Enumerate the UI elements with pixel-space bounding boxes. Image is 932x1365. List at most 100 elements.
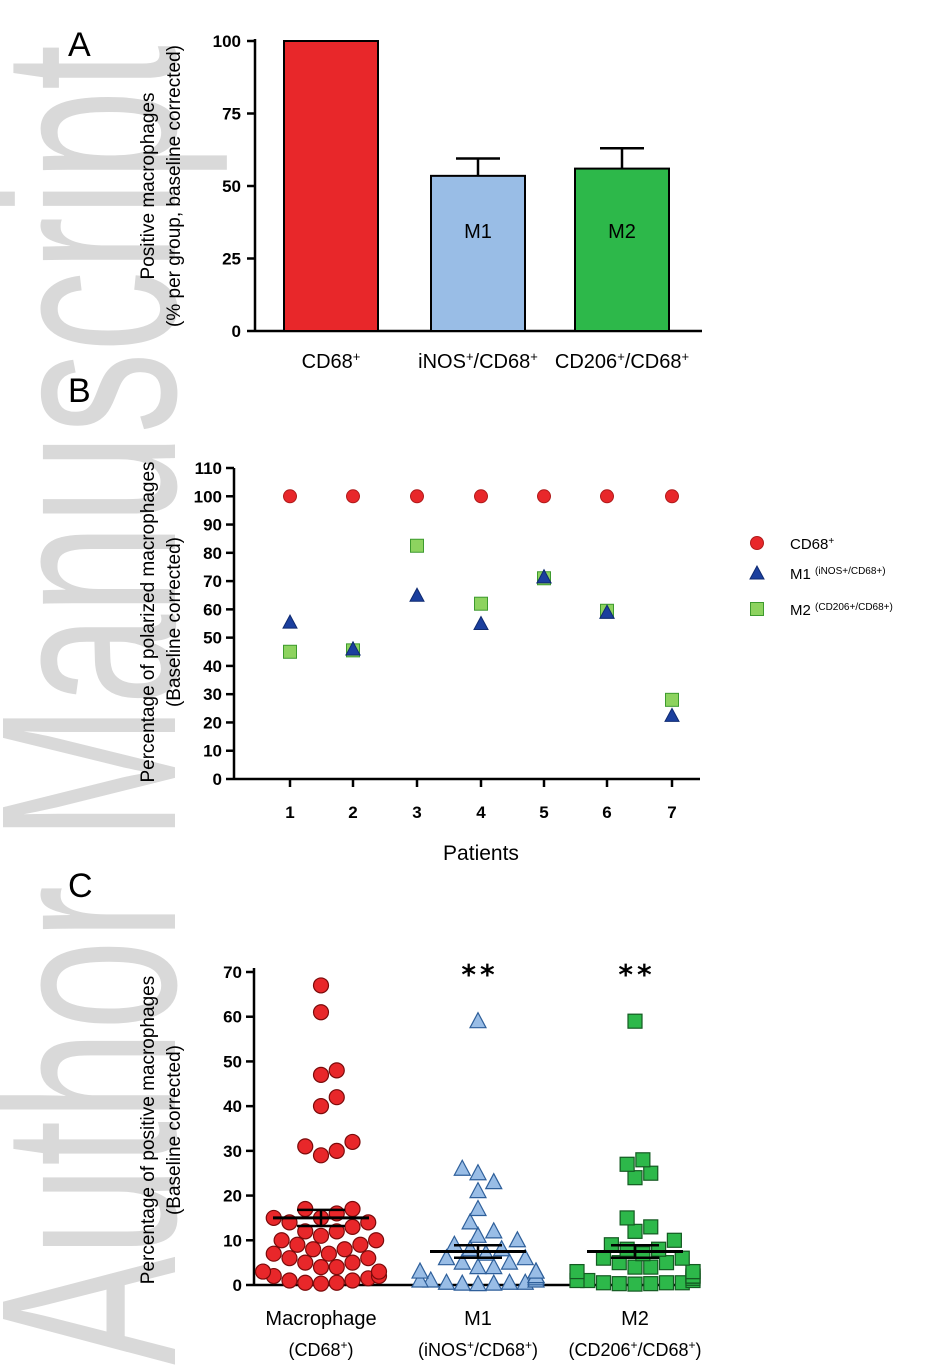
panel-b-point-m1 <box>474 617 488 630</box>
panel-b-point-cd68 <box>666 490 679 503</box>
panel-c-point-macrophage <box>314 1228 329 1243</box>
panel-c-point-macrophage <box>353 1237 368 1252</box>
panel-c-category-sublabel: (iNOS+/CD68+) <box>418 1338 538 1360</box>
panel-c-point-macrophage <box>345 1134 360 1149</box>
panel-c-point-m1 <box>502 1254 518 1269</box>
panel-b-legend-marker-m1 <box>750 566 764 579</box>
panel-c-point-macrophage <box>314 1260 329 1275</box>
panel-b-point-cd68 <box>347 490 360 503</box>
panel-c-category-label: M1 <box>464 1308 492 1330</box>
panel-c-point-m1 <box>470 1276 486 1291</box>
panel-a-y-tick-label: 100 <box>213 32 241 51</box>
panel-c-y-tick-label: 40 <box>223 1097 242 1116</box>
panel-c-point-m2 <box>660 1256 674 1270</box>
panel-c-point-m1 <box>470 1013 486 1028</box>
panel-b-y-tick-label: 90 <box>203 516 222 535</box>
panel-c-point-m2 <box>597 1276 611 1290</box>
panel-c-point-m2 <box>620 1211 634 1225</box>
watermark-text: Author Manuscript <box>0 45 228 1365</box>
panel-c-point-macrophage <box>314 1276 329 1291</box>
panel-c-point-m2 <box>597 1251 611 1265</box>
panel-b-point-cd68 <box>601 490 614 503</box>
panel-b-y-tick-label: 60 <box>203 600 222 619</box>
panel-c-point-m2 <box>644 1166 658 1180</box>
panel-c-y-tick-label: 20 <box>223 1187 242 1206</box>
panel-c-point-m1 <box>470 1183 486 1198</box>
panel-b-point-m1 <box>665 708 679 721</box>
panel-c-point-macrophage <box>298 1139 313 1154</box>
panel-b-legend-label: CD68+ <box>790 536 834 554</box>
panel-b-y-tick-label: 20 <box>203 713 222 732</box>
panel-b-y-tick-label: 0 <box>213 770 222 789</box>
panel-a: A 0 25 50 75 100 Positive macrophages (% per g… <box>68 26 702 373</box>
panel-a-letter: A <box>68 26 91 64</box>
panel-c-y-tick-label: 30 <box>223 1142 242 1161</box>
panel-c-point-m2 <box>628 1260 642 1274</box>
panel-b-x-tick-label: 4 <box>476 803 486 822</box>
panel-b-point-m1 <box>283 615 297 628</box>
panel-c-y-axis-label: Percentage of positive macrophages <box>138 976 159 1284</box>
panel-c-point-macrophage <box>256 1264 271 1279</box>
panel-c-point-m2 <box>612 1277 626 1291</box>
panel-c-point-macrophage <box>274 1233 289 1248</box>
panel-b-point-cd68 <box>411 490 424 503</box>
panel-c-point-m1 <box>454 1275 470 1290</box>
panel-c-point-macrophage <box>282 1251 297 1266</box>
panel-c-point-macrophage <box>314 1099 329 1114</box>
panel-c-point-m1 <box>462 1241 478 1256</box>
panel-c-point-m1 <box>470 1227 486 1242</box>
panel-b-y-tick-label: 40 <box>203 657 222 676</box>
panel-c-point-macrophage <box>314 978 329 993</box>
panel-c-point-m2 <box>675 1251 689 1265</box>
panel-c-y-tick-label: 10 <box>223 1231 242 1250</box>
panel-c-point-m2 <box>644 1220 658 1234</box>
panel-c-point-m1 <box>470 1200 486 1215</box>
panel-c-category-label: Macrophage <box>265 1308 376 1330</box>
panel-c-point-macrophage <box>345 1255 360 1270</box>
panel-c-point-m1 <box>446 1236 462 1251</box>
panel-c-point-m1 <box>486 1223 502 1238</box>
panel-b-x-tick-label: 7 <box>667 803 676 822</box>
watermark: Author Manuscript <box>0 45 228 1365</box>
panel-b-y-tick-label: 30 <box>203 685 222 704</box>
panel-c-point-m1 <box>494 1241 510 1256</box>
panel-c-point-m2 <box>667 1233 681 1247</box>
panel-a-y-tick-label: 25 <box>222 250 241 269</box>
panel-c-point-m1 <box>486 1275 502 1290</box>
panel-a-y-tick-label: 0 <box>232 322 241 341</box>
panel-a-y-tick-label: 75 <box>222 105 241 124</box>
panel-b-x-tick-label: 6 <box>602 803 611 822</box>
panel-c-point-macrophage <box>266 1246 281 1261</box>
panel-c-point-m1 <box>439 1274 455 1289</box>
panel-c-point-m2 <box>644 1260 658 1274</box>
panel-c-point-macrophage <box>369 1233 384 1248</box>
panel-c-point-m2 <box>570 1265 584 1279</box>
panel-a-bar <box>284 41 378 331</box>
panel-c-point-m1 <box>470 1165 486 1180</box>
panel-b-x-tick-label: 5 <box>539 803 548 822</box>
panel-c-point-macrophage <box>329 1275 344 1290</box>
panel-c-point-macrophage <box>361 1251 376 1266</box>
panel-b-point-cd68 <box>475 490 488 503</box>
panel-b-x-axis-label: Patients <box>443 842 519 865</box>
panel-a-bar-label: M1 <box>464 221 492 243</box>
panel-c-point-m1 <box>470 1259 486 1274</box>
panel-b-y-tick-label: 110 <box>195 459 222 478</box>
panel-b-y-tick-label: 80 <box>203 544 222 563</box>
panel-c-y-tick-label: 0 <box>233 1276 242 1295</box>
panel-c-significance-label: ** <box>618 958 655 991</box>
panel-c-point-m2 <box>644 1277 658 1291</box>
panel-c-point-macrophage <box>345 1219 360 1234</box>
panel-b-y-tick-label: 70 <box>203 572 222 591</box>
panel-a-y-axis-label-2: (% per group, baseline corrected) <box>164 45 185 327</box>
panel-c-point-macrophage <box>282 1273 297 1288</box>
panel-a-y-axis-label: Positive macrophages <box>138 93 159 280</box>
panel-c-category-sublabel: (CD68+) <box>288 1338 353 1360</box>
panel-b-point-m2 <box>284 645 297 658</box>
panel-c-category-label: M2 <box>621 1308 649 1330</box>
panel-c-point-m2 <box>686 1265 700 1279</box>
panel-c-point-macrophage <box>345 1273 360 1288</box>
panel-c-category-sublabel: (CD206+/CD68+) <box>568 1338 701 1360</box>
panel-b-y-tick-label: 10 <box>203 742 222 761</box>
panel-c-point-m1 <box>509 1232 525 1247</box>
